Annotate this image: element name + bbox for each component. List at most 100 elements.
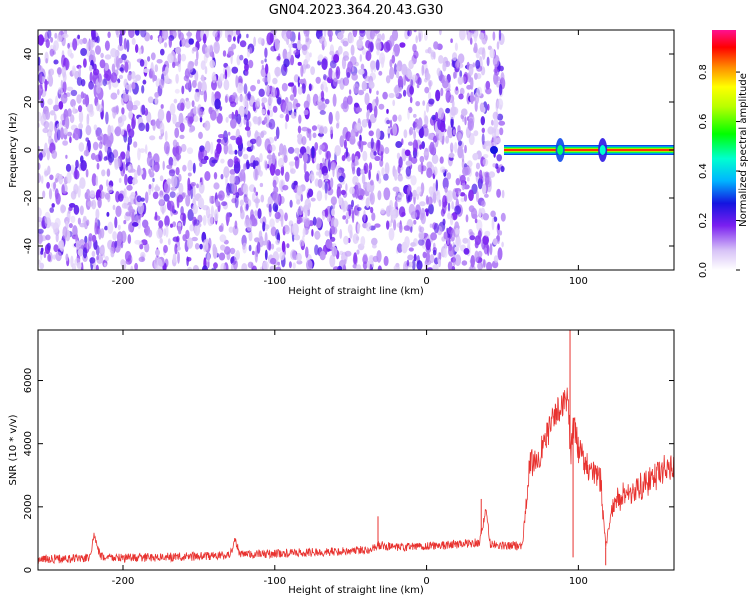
spectrogram-cell <box>444 75 447 82</box>
spectrogram-cell <box>449 214 454 226</box>
spectrogram-cell <box>123 220 127 225</box>
spectrogram-cell <box>253 160 259 166</box>
spectrogram-cell <box>95 175 99 187</box>
spectrogram-cell <box>298 114 302 124</box>
y-tick-label: 0 <box>23 567 34 573</box>
spectrogram-cell <box>144 242 150 253</box>
spectrogram-cell <box>49 207 54 213</box>
spectrogram-cell <box>212 94 216 103</box>
spectrogram-cell <box>121 202 128 209</box>
spectrogram-cell <box>401 241 408 254</box>
spectrogram-cell <box>147 56 151 62</box>
snr-series-line <box>38 387 674 564</box>
spectrogram-cell <box>253 198 261 204</box>
spectrogram-cell <box>388 92 395 99</box>
spectrogram-cell <box>53 59 59 65</box>
spectrogram-cell <box>266 32 274 45</box>
spectrogram-cell <box>198 181 205 194</box>
spectrogram-cell <box>174 88 180 94</box>
spectrogram-cell <box>332 77 339 87</box>
spectrogram-cell <box>398 156 403 168</box>
spectrogram-cell <box>165 66 169 74</box>
spectrogram-cell <box>154 64 159 73</box>
spectrogram-cell <box>202 33 207 44</box>
spectrogram-cell <box>274 38 280 51</box>
spectrogram-cell <box>493 255 499 263</box>
spectrogram-cell <box>464 116 467 126</box>
spectrogram-cell <box>371 237 378 246</box>
spectrogram-cell <box>209 195 212 204</box>
spectrogram-cell <box>282 144 287 157</box>
spectrogram-cell <box>326 150 331 160</box>
spectrogram-cell <box>112 231 117 241</box>
spectrogram-cell <box>462 166 469 176</box>
spectrogram-cell <box>150 52 156 61</box>
spectrogram-cell <box>230 135 237 141</box>
spectrogram-cell <box>177 194 184 203</box>
spectrogram-cell <box>154 97 159 106</box>
spectrogram-cell <box>459 30 466 41</box>
spectrogram-cell <box>416 260 423 270</box>
spectrogram-cell <box>38 172 41 184</box>
spectrogram-cell <box>55 192 61 205</box>
spectrogram-cell <box>392 114 398 122</box>
spectrogram-cell <box>382 91 388 100</box>
spectrogram-cell <box>99 59 106 69</box>
spectrogram-cell <box>375 96 379 107</box>
spectrogram-cell <box>69 114 75 124</box>
spectrogram-cell <box>173 98 178 104</box>
spectrogram-cell <box>408 247 414 252</box>
spectrogram-y-label: Frequency (Hz) <box>8 112 19 188</box>
spectrogram-cell <box>259 182 264 188</box>
spectrogram-cell <box>177 52 182 64</box>
spectrogram-cell <box>248 244 252 252</box>
spectrogram-cell <box>264 58 267 63</box>
spectrogram-cell <box>47 74 53 82</box>
spectrogram-cell <box>47 98 53 105</box>
spectrogram-cell <box>152 177 155 183</box>
spectrogram-cell <box>301 126 309 132</box>
spectrogram-cell <box>439 156 444 164</box>
spectrogram-cell <box>183 117 189 124</box>
spectrogram-cell <box>122 161 126 175</box>
spectrogram-cell <box>386 220 390 230</box>
spectrogram-cell <box>114 216 118 229</box>
spectrogram-cell <box>463 194 468 202</box>
spectrogram-cell <box>496 154 503 162</box>
spectrogram-cell <box>62 140 68 146</box>
spectrogram-cell <box>50 37 54 43</box>
spectrogram-cell <box>118 74 124 80</box>
spectrogram-cell <box>431 154 439 165</box>
spectrogram-cell <box>72 105 76 115</box>
spectrogram-cell <box>421 64 425 76</box>
spectrogram-cell <box>306 259 313 270</box>
spectrogram-cell <box>101 169 106 177</box>
spectrogram-cell <box>253 168 259 181</box>
spectrogram-cell <box>133 100 141 107</box>
spectrogram-cell <box>118 177 122 184</box>
spectrogram-cell <box>275 229 280 240</box>
spectrogram-cell <box>379 52 386 65</box>
spectrogram-cell <box>370 137 374 149</box>
spectrogram-cell <box>128 128 135 138</box>
spectrogram-cell <box>99 184 104 192</box>
spectrogram-cell <box>345 183 348 192</box>
spectrogram-cell <box>88 80 94 90</box>
spectrogram-cell <box>56 128 61 141</box>
spectrogram-cell <box>342 200 349 212</box>
spectrogram-cell <box>128 205 134 213</box>
spectrogram-cell <box>167 238 171 246</box>
spectrogram-cell <box>329 60 337 69</box>
spectrogram-cell <box>253 36 256 47</box>
spectrogram-cell <box>38 65 43 73</box>
spectrogram-cell <box>65 154 68 159</box>
spectrogram-signal-blob-core <box>557 145 564 155</box>
spectrogram-cell <box>332 93 337 107</box>
spectrogram-cell <box>253 116 257 122</box>
spectrogram-cell <box>351 153 356 163</box>
spectrogram-cell <box>368 169 371 181</box>
spectrogram-x-label: Height of straight line (km) <box>288 286 424 297</box>
spectrogram-cell <box>325 239 333 249</box>
spectrogram-cell <box>230 118 237 129</box>
spectrogram-cell <box>356 264 362 270</box>
